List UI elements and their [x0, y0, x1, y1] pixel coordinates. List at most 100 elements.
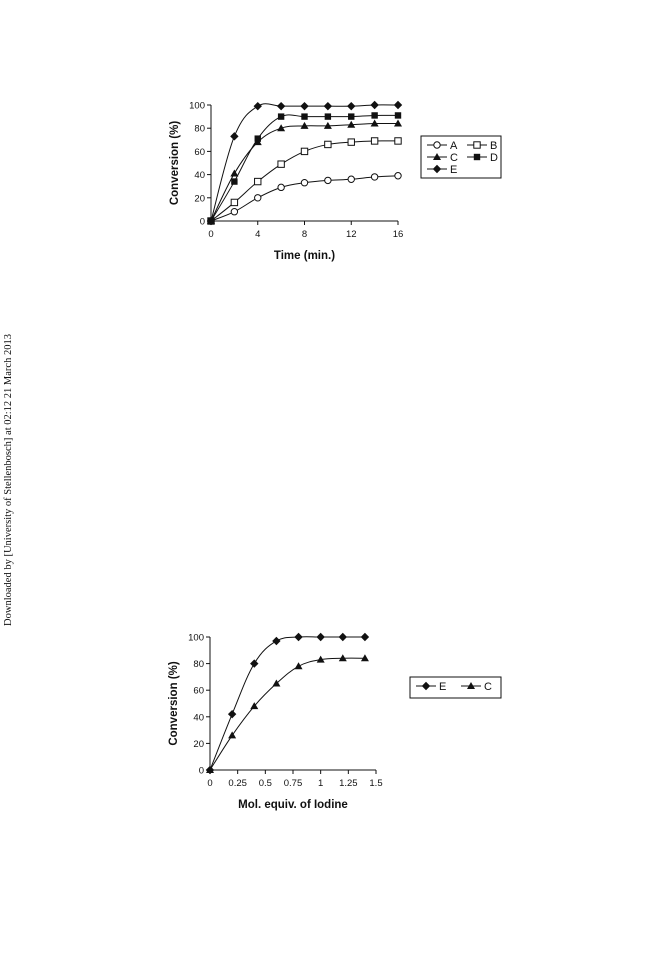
- data-point-E: [253, 101, 262, 111]
- data-point-E: [360, 632, 370, 642]
- data-point-D: [254, 135, 261, 142]
- y-tick-label: 40: [194, 170, 205, 181]
- data-point-C: [228, 731, 237, 739]
- data-point-C: [206, 766, 214, 773]
- legend-marker-C: [433, 153, 441, 160]
- data-point-C: [250, 702, 259, 710]
- data-point-A: [394, 172, 402, 180]
- legend-label-A: A: [450, 140, 458, 152]
- data-point-E: [227, 709, 237, 719]
- x-tick-label: 0: [207, 778, 212, 789]
- data-point-E: [276, 101, 286, 111]
- y-tick-label: 20: [193, 739, 204, 750]
- data-point-B: [324, 140, 332, 149]
- series-line-D: [210, 114, 399, 222]
- series-E: [206, 100, 403, 226]
- data-point-D: [371, 112, 378, 119]
- chart-1: 0 20 40 60 80 100 0 4 8 12 16 Time (min.) Conversion…: [169, 100, 502, 262]
- y-tick-label: 60: [193, 686, 204, 697]
- data-point-A: [324, 176, 332, 185]
- y-tick-label: 80: [193, 659, 204, 670]
- x-tick-label: 1.25: [339, 778, 358, 789]
- data-point-D: [394, 112, 402, 119]
- data-point-C: [230, 169, 239, 177]
- data-point-C: [316, 655, 325, 663]
- legend-label-E: E: [439, 681, 446, 693]
- data-point-B: [300, 147, 309, 156]
- legend-marker-B: [473, 141, 481, 149]
- x-tick-label: 0.5: [259, 778, 272, 789]
- y-tick-label: 0: [200, 217, 205, 228]
- x-axis-label: Time (min.): [274, 250, 335, 262]
- data-point-B: [277, 160, 285, 168]
- x-tick-label: 4: [255, 229, 260, 240]
- y-axis-label: Conversion (%): [168, 661, 180, 746]
- data-point-B: [254, 177, 262, 186]
- legend-marker-C: [467, 682, 475, 689]
- y-tick-label: 100: [189, 101, 205, 112]
- legend-label-C: C: [450, 152, 458, 164]
- x-tick-label: 0.75: [284, 778, 303, 789]
- data-point-C: [360, 654, 369, 662]
- y-tick-label: 80: [194, 124, 205, 135]
- series-A: [207, 172, 402, 225]
- data-point-E: [250, 659, 259, 668]
- legend-label-C: C: [484, 681, 492, 693]
- data-point-A: [230, 208, 239, 216]
- series-D: [207, 112, 402, 225]
- x-tick-label: 1: [318, 778, 323, 789]
- data-point-D: [277, 113, 285, 120]
- y-axis-label: Conversion (%): [169, 121, 181, 206]
- data-point-D: [348, 113, 355, 120]
- data-point-E: [272, 636, 281, 646]
- data-point-C: [338, 654, 347, 662]
- data-point-E: [347, 101, 356, 111]
- series-line-E: [210, 103, 399, 222]
- legend-label-B: B: [490, 140, 497, 152]
- x-tick-label: 1.5: [369, 778, 382, 789]
- data-point-D: [301, 113, 308, 120]
- x-axis-label: Mol. equiv. of Iodine: [238, 799, 348, 811]
- data-point-C: [272, 679, 281, 687]
- data-point-C: [370, 119, 379, 127]
- y-tick-label: 100: [188, 633, 204, 644]
- data-point-C: [277, 124, 286, 132]
- data-point-E: [230, 132, 239, 141]
- y-tick-label: 60: [194, 147, 205, 158]
- legend-marker-D: [473, 153, 481, 161]
- data-point-E: [206, 216, 216, 226]
- legend: A B C D E: [420, 135, 502, 179]
- y-tick-label: 40: [193, 712, 204, 723]
- legend-marker-E: [432, 164, 442, 174]
- data-point-C: [294, 662, 303, 670]
- x-tick-label: 0: [208, 229, 213, 240]
- data-point-C: [300, 121, 309, 129]
- legend-box: [409, 676, 502, 699]
- legend-marker-A: [433, 141, 441, 149]
- data-point-A: [277, 183, 285, 192]
- data-point-E: [338, 632, 347, 642]
- data-point-E: [323, 101, 333, 111]
- data-point-C: [323, 121, 332, 129]
- data-point-A: [347, 175, 355, 183]
- chart-2: 0 20 40 60 80 100 0 0.25 0.5 0.75 1 1.25 1.5 Mol. equ…: [168, 632, 502, 811]
- data-point-A: [254, 194, 262, 202]
- data-point-E: [370, 100, 379, 110]
- x-tick-label: 8: [302, 229, 307, 240]
- legend-label-D: D: [490, 152, 498, 164]
- data-point-B: [230, 198, 239, 207]
- x-tick-label: 12: [346, 229, 357, 240]
- data-point-E: [393, 100, 403, 110]
- data-point-E: [316, 632, 325, 642]
- data-point-D: [324, 113, 332, 120]
- legend-marker-E: [421, 681, 431, 691]
- data-point-D: [231, 178, 238, 185]
- x-tick-label: 0.25: [228, 778, 247, 789]
- y-tick-label: 20: [194, 193, 205, 204]
- data-point-B: [370, 137, 379, 145]
- series-C: [206, 654, 369, 773]
- data-point-B: [347, 138, 355, 146]
- data-point-A: [300, 179, 309, 187]
